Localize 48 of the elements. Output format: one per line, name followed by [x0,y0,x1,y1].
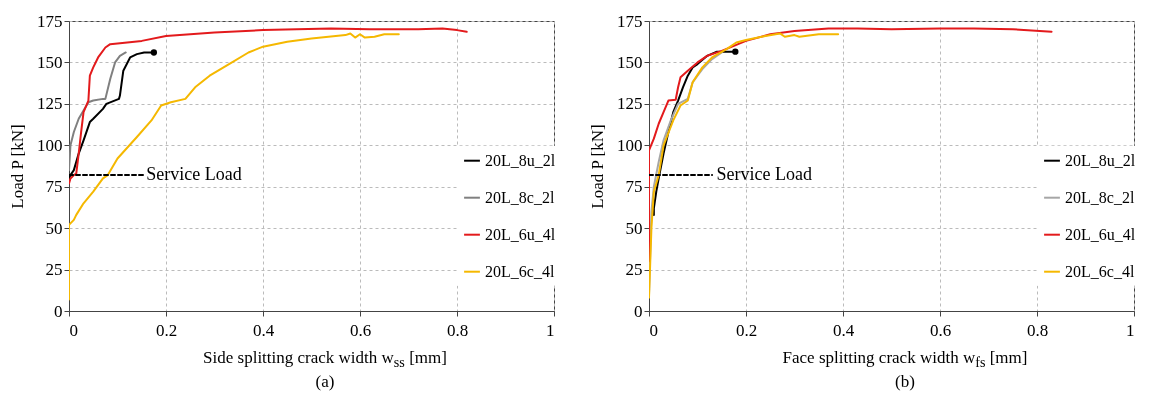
y-tick-label: 125 [37,94,63,114]
x-tick-label: 0.6 [349,320,372,340]
y-tick-label: 25 [625,260,643,280]
annotation: Service Load [146,164,242,185]
x-tick-label: 0.2 [155,320,178,340]
y-tick-label: 75 [45,177,63,197]
y-axis-title: Load P [kN] [588,124,607,209]
y-axis-title: Load P [kN] [8,124,27,209]
y-tick-label: 175 [617,11,643,31]
text: (a) [314,372,336,393]
line-series [69,27,468,185]
y-tick-label: 0 [54,301,63,321]
legend-label: 20L_8u_2l [1065,151,1136,169]
x-tick-label: 0 [649,320,658,340]
x-tick-label: 0.8 [1026,320,1049,340]
y-tick-label: 100 [37,135,63,155]
x-tick-label: 1 [546,320,555,340]
line-series [69,32,400,301]
x-tick-label: 0.6 [929,320,952,340]
y-tick-label: 150 [37,52,63,72]
text: (b) [894,372,916,393]
x-tick-label: 0.8 [446,320,469,340]
y-tick-label: 125 [617,94,643,114]
legend-label: 20L_6u_4l [1065,225,1136,243]
legend-label: 20L_8c_2l [1065,188,1135,206]
x-tick-label: 0.4 [832,320,855,340]
x-tick-label: 0.2 [735,320,758,340]
line-series [69,51,127,172]
y-tick-label: 50 [45,218,63,238]
legend-label: 20L_8c_2l [485,188,555,206]
legend-label: 20L_6u_4l [485,225,556,243]
y-tick-label: 50 [625,218,643,238]
x-axis-title: Face splitting crack width w$_{fs}$ [mm] [781,348,1029,373]
y-tick-label: 100 [617,135,643,155]
x-tick-label: 0 [69,320,78,340]
y-tick-label: 150 [617,52,643,72]
legend-label: 20L_6c_4l [485,262,555,280]
legend-label: 20L_6c_4l [1065,262,1135,280]
y-tick-label: 75 [625,177,643,197]
legend-label: 20L_8u_2l [485,151,556,169]
x-tick-label: 1 [1126,320,1135,340]
x-axis-title: Side splitting crack width w$_{ss}$ [mm] [202,348,448,373]
y-tick-label: 0 [634,301,643,321]
annotation: Service Load [716,164,812,185]
y-tick-label: 175 [37,11,63,31]
line-series [649,32,840,299]
y-tick-label: 25 [45,260,63,280]
x-tick-label: 0.4 [252,320,275,340]
